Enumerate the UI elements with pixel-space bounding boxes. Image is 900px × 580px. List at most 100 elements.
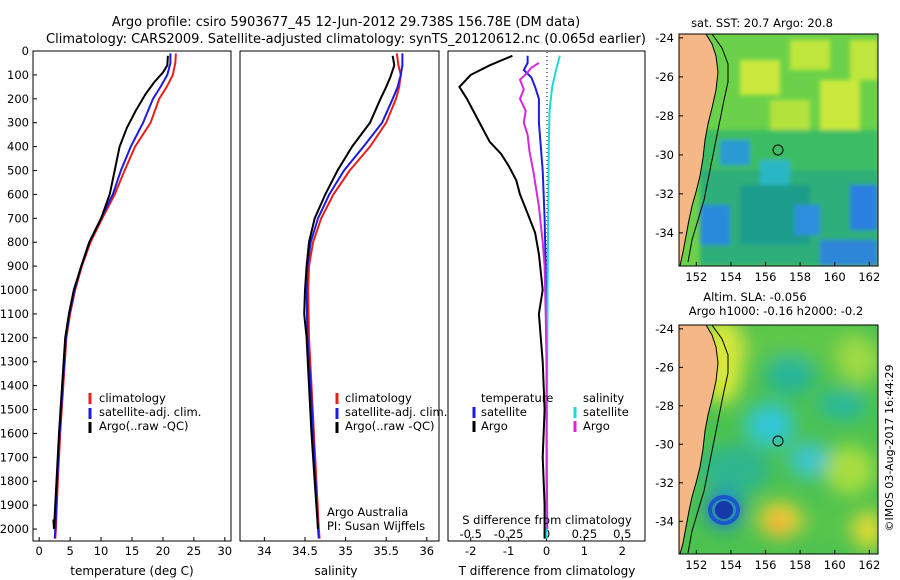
map-y-tick-label: -26 bbox=[655, 360, 674, 374]
sst-patch-yellow-ne bbox=[740, 60, 780, 95]
legend-label-s-argo: Argo bbox=[583, 419, 610, 433]
sst-map-frame bbox=[678, 33, 879, 267]
y-tick-label: 1000 bbox=[0, 283, 29, 297]
legend-label-climatology: climatology bbox=[345, 391, 412, 405]
sla-map-title1: Altim. SLA: -0.056 bbox=[703, 290, 807, 304]
sla-patch-lime bbox=[836, 335, 878, 385]
y-tick-label: 500 bbox=[7, 164, 29, 178]
s-diff-tick-label: -0.5 bbox=[460, 527, 482, 541]
map-x-tick-label: 152 bbox=[685, 270, 707, 284]
series-line-t-satellite bbox=[522, 55, 548, 539]
sst-coastline-land bbox=[679, 34, 719, 266]
series-line-s-argo bbox=[518, 62, 549, 530]
y-tick-label: 1600 bbox=[0, 426, 29, 440]
x-tick-label: 15 bbox=[125, 544, 140, 558]
y-tick-label: 1800 bbox=[0, 474, 29, 488]
legend-label-satellite: satellite-adj. clim. bbox=[99, 405, 201, 419]
sla-patch-green-s bbox=[810, 505, 850, 545]
map-y-tick-label: -28 bbox=[655, 109, 674, 123]
legend-label-argo: Argo(..raw -QC) bbox=[99, 419, 189, 433]
legend-label-climatology: climatology bbox=[99, 391, 166, 405]
sla-shelf-contour bbox=[687, 325, 729, 554]
y-tick-label: 1300 bbox=[0, 355, 29, 369]
sla-patch-lime bbox=[825, 445, 875, 495]
y-tick-label: 900 bbox=[7, 259, 29, 273]
x-tick-label: 0 bbox=[36, 544, 43, 558]
x-tick-label: 10 bbox=[94, 544, 109, 558]
header-title-line2: Climatology: CARS2009. Satellite-adjuste… bbox=[46, 32, 646, 47]
copyright-note: ©IMOS 03-Aug-2017 16:44:29 bbox=[883, 365, 896, 532]
map-x-tick-label: 154 bbox=[720, 558, 742, 572]
map-y-tick-label: -30 bbox=[655, 148, 674, 162]
map-x-tick-label: 156 bbox=[755, 270, 777, 284]
sla-coastline-land bbox=[679, 325, 719, 554]
map-y-tick-label: -34 bbox=[655, 514, 674, 528]
x-tick-label: 34.5 bbox=[292, 544, 318, 558]
y-tick-label: 2000 bbox=[0, 522, 29, 536]
legend-label-t-argo: Argo bbox=[481, 419, 508, 433]
sla-cold-eddy-core bbox=[715, 501, 733, 519]
salinity-xlabel: salinity bbox=[314, 564, 357, 578]
x-tick-label: 35 bbox=[338, 544, 353, 558]
map-x-tick-label: 158 bbox=[789, 558, 811, 572]
salinity-panel: 34 34.5 35 35.5 36 salinity climatology sate… bbox=[239, 50, 447, 578]
temperature-axes-frame bbox=[32, 50, 232, 542]
y-tick-label: 1700 bbox=[0, 450, 29, 464]
s-diff-tick-label: -0.25 bbox=[494, 527, 524, 541]
x-tick-label: 0 bbox=[543, 544, 550, 558]
s-difference-label: S difference from climatology bbox=[462, 513, 632, 527]
pi-note: PI: Susan Wijffels bbox=[327, 519, 425, 533]
sla-cold-eddy-ring bbox=[708, 495, 740, 525]
sst-patch-blue-south bbox=[820, 240, 878, 266]
map-y-tick-label: -24 bbox=[655, 31, 674, 45]
sla-argo-marker bbox=[772, 435, 784, 447]
y-tick-label: 1900 bbox=[0, 498, 29, 512]
temperature-legend: climatology satellite-adj. clim. Argo(..… bbox=[88, 391, 201, 433]
sst-map-title: sat. SST: 20.7 Argo: 20.8 bbox=[691, 16, 833, 30]
sla-patch-teal-west bbox=[700, 445, 770, 495]
map-x-tick-label: 158 bbox=[789, 270, 811, 284]
sla-map-title2: Argo h1000: -0.16 h2000: -0.2 bbox=[689, 304, 863, 318]
y-tick-label: 700 bbox=[7, 211, 29, 225]
legend-title-salinity: salinity bbox=[583, 391, 624, 405]
y-tick-label: 1200 bbox=[0, 331, 29, 345]
y-tick-label: 300 bbox=[7, 116, 29, 130]
series-line-t-argo bbox=[458, 54, 546, 539]
t-difference-xlabel: T difference from climatology bbox=[458, 564, 636, 578]
x-tick-label: -2 bbox=[465, 544, 476, 558]
x-tick-label: 30 bbox=[217, 544, 232, 558]
sla-patch-cyan bbox=[788, 442, 832, 478]
map-y-tick-label: -26 bbox=[655, 70, 674, 84]
sst-patch-yellow-ne bbox=[850, 40, 878, 80]
map-y-tick-label: -24 bbox=[655, 322, 674, 336]
x-tick-label: 34 bbox=[257, 544, 272, 558]
sst-field bbox=[700, 40, 878, 266]
salinity-axes-frame bbox=[239, 50, 440, 542]
sst-patch-yellow-ne bbox=[820, 80, 860, 130]
map-y-tick-label: -30 bbox=[655, 437, 674, 451]
x-tick-label: 36 bbox=[419, 544, 434, 558]
sst-patch-blue bbox=[850, 185, 878, 230]
legend-label-satellite: satellite-adj. clim. bbox=[345, 405, 447, 419]
temperature-xlabel: temperature (deg C) bbox=[70, 564, 193, 578]
map-y-tick-label: -28 bbox=[655, 399, 674, 413]
y-tick-label: 1100 bbox=[0, 307, 29, 321]
sla-patch-teal bbox=[765, 355, 815, 395]
x-tick-label: 1 bbox=[581, 544, 588, 558]
map-x-tick-label: 154 bbox=[720, 270, 742, 284]
map-y-tick-label: -34 bbox=[655, 226, 674, 240]
map-x-tick-label: 162 bbox=[858, 558, 880, 572]
y-tick-label: 400 bbox=[7, 140, 29, 154]
sst-patch-blue bbox=[795, 205, 820, 235]
series-line-argo-raw-qc- bbox=[303, 55, 396, 530]
argo-australia-note: Argo Australia bbox=[327, 505, 408, 519]
y-tick-label: 200 bbox=[7, 92, 29, 106]
series-line-argo-raw-qc- bbox=[52, 55, 169, 530]
y-tick-label: 1500 bbox=[0, 403, 29, 417]
map-x-tick-label: 160 bbox=[824, 270, 846, 284]
y-tick-label: 100 bbox=[7, 68, 29, 82]
sst-patch-blue bbox=[700, 205, 730, 245]
sst-patch-cyan bbox=[760, 160, 790, 185]
map-y-tick-label: -32 bbox=[655, 476, 674, 490]
sla-patch-orange bbox=[766, 513, 790, 533]
